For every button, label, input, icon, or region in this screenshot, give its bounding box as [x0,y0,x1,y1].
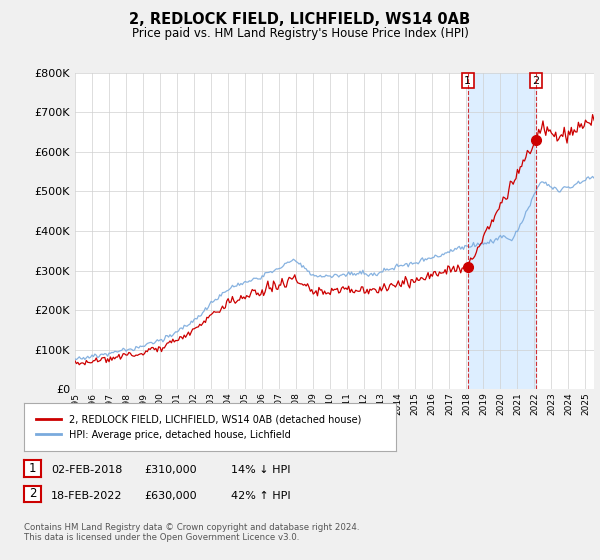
Text: 18-FEB-2022: 18-FEB-2022 [51,491,122,501]
Text: 02-FEB-2018: 02-FEB-2018 [51,465,122,475]
Text: 14% ↓ HPI: 14% ↓ HPI [231,465,290,475]
Text: £310,000: £310,000 [144,465,197,475]
Text: 2, REDLOCK FIELD, LICHFIELD, WS14 0AB: 2, REDLOCK FIELD, LICHFIELD, WS14 0AB [130,12,470,27]
Bar [468,73,536,389]
Text: 2: 2 [29,487,36,501]
Text: Price paid vs. HM Land Registry's House Price Index (HPI): Price paid vs. HM Land Registry's House … [131,27,469,40]
Text: £630,000: £630,000 [144,491,197,501]
Text: 1: 1 [464,76,471,86]
Text: 1: 1 [29,462,36,475]
Text: 2: 2 [532,76,539,86]
Text: Contains HM Land Registry data © Crown copyright and database right 2024.
This d: Contains HM Land Registry data © Crown c… [24,523,359,543]
Legend: 2, REDLOCK FIELD, LICHFIELD, WS14 0AB (detached house), HPI: Average price, deta: 2, REDLOCK FIELD, LICHFIELD, WS14 0AB (d… [32,410,365,444]
Text: 42% ↑ HPI: 42% ↑ HPI [231,491,290,501]
